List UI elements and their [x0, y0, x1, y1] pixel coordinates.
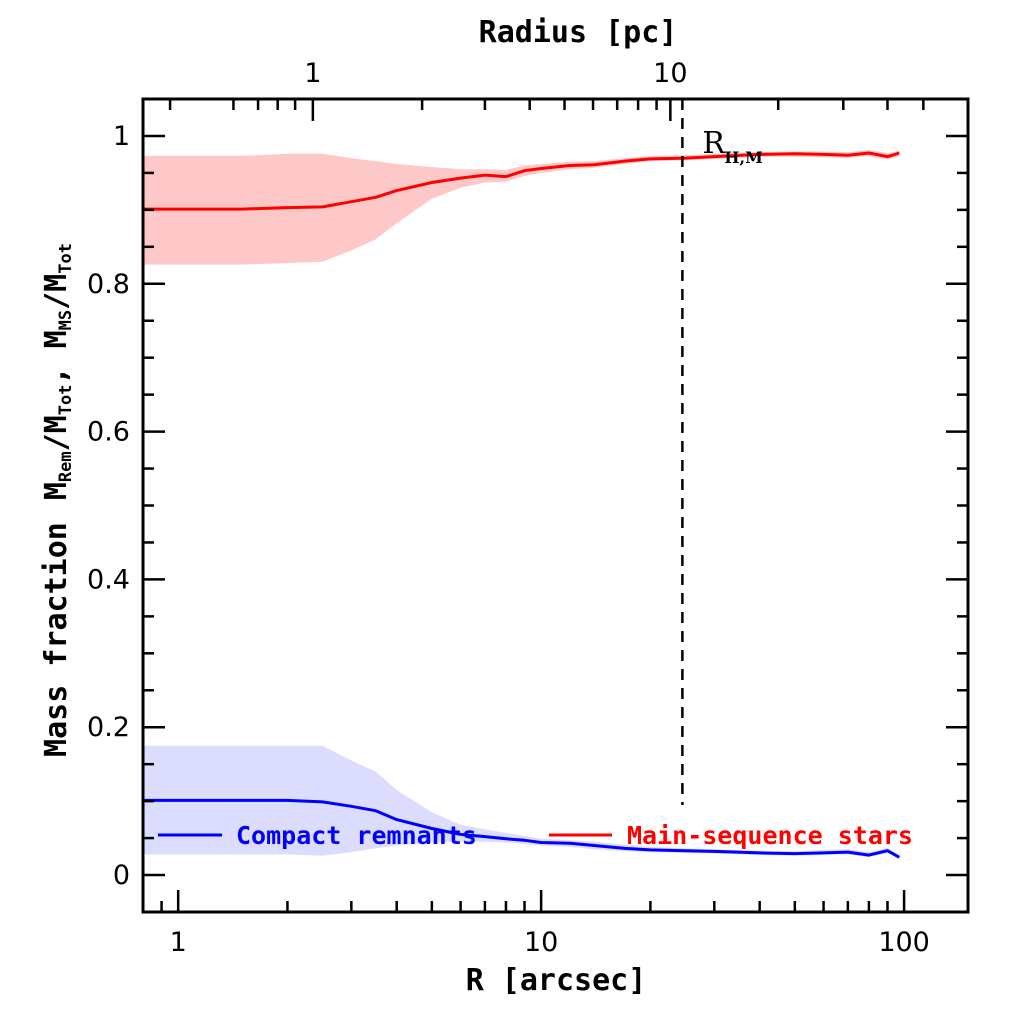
compact-remnants-line	[143, 798, 901, 859]
y-tick-label: 0.4	[87, 564, 130, 595]
y-tick-label: 0.6	[87, 417, 130, 448]
y-tick-label: 1	[113, 121, 130, 152]
axis-ticks	[141, 97, 968, 914]
top-axis-title: Radius [pc]	[479, 15, 678, 50]
x-tick-label: 10	[524, 927, 558, 958]
y-axis-title-part: /M	[39, 274, 74, 310]
uncertainty-bands	[143, 150, 900, 858]
y-axis-title-part: M	[39, 482, 74, 500]
y-axis-title-part: Mass fraction	[39, 522, 74, 757]
compact-remnants-band	[143, 745, 900, 858]
y-axis-title-part: /M	[39, 415, 74, 451]
y-tick-label: 0.8	[87, 269, 130, 300]
legend-label-main-sequence-stars: Main-sequence stars	[627, 821, 913, 850]
y-tick-label: 0	[113, 860, 130, 891]
y-axis-title-part: Tot	[56, 243, 76, 274]
series-lines	[143, 151, 901, 859]
x-axis-title: R [arcsec]	[466, 963, 647, 998]
axis-titles: R [arcsec] Radius [pc] Mass fraction MRem…	[39, 15, 677, 998]
top-tick-label: 10	[653, 58, 687, 89]
y-axis-title-part: MS	[56, 310, 76, 330]
x-tick-label: 1	[170, 927, 187, 958]
x-tick-label: 100	[878, 927, 930, 958]
half-mass-radius-label: R	[702, 126, 726, 161]
legend-label-compact-remnants: Compact remnants	[236, 821, 477, 850]
main-sequence-stars-line	[143, 151, 900, 211]
half-mass-radius-label-sub: H,M	[724, 148, 762, 167]
main-sequence-stars-band	[143, 150, 900, 265]
y-axis-title-part: Rem	[56, 451, 76, 482]
half-mass-radius-marker: R H,M	[681, 99, 763, 805]
y-axis-title-part: , M	[39, 330, 74, 384]
legend: Compact remnants Main-sequence stars	[158, 821, 913, 850]
top-tick-label: 1	[304, 58, 321, 89]
y-axis-title-part: Tot	[56, 385, 76, 416]
y-tick-label: 0.2	[87, 712, 130, 743]
y-axis-title: Mass fractionMRem/MTot, MMS/MTot	[39, 243, 76, 757]
